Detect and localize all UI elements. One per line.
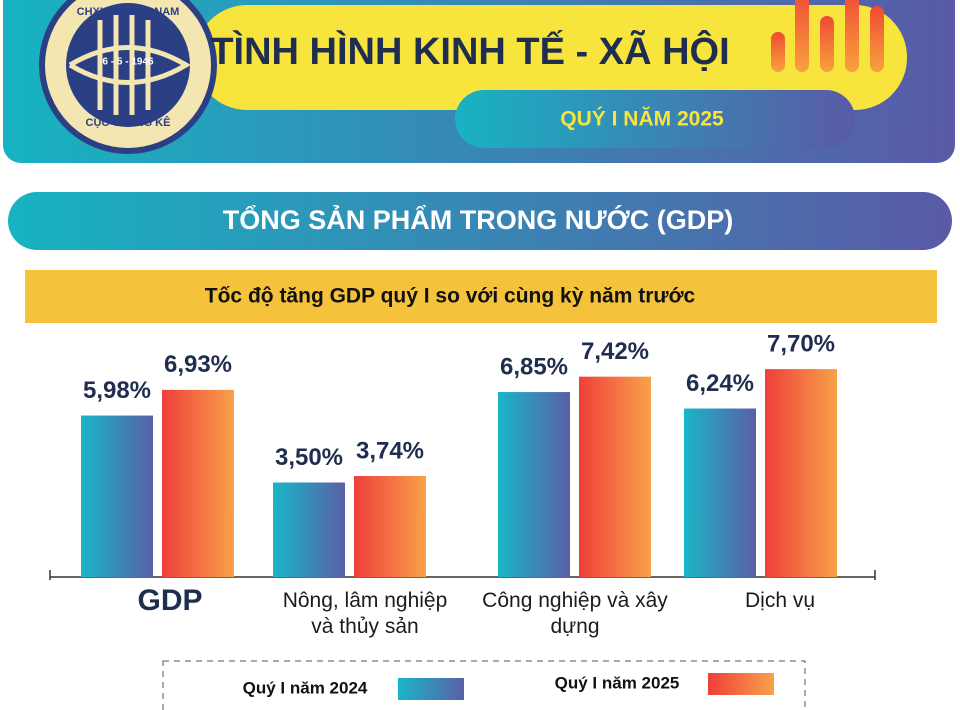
bar (765, 369, 837, 577)
chart-title: Tốc độ tăng GDP quý I so với cùng kỳ năm… (205, 285, 696, 308)
subtitle-pill (455, 90, 855, 148)
bar (162, 389, 234, 577)
category-label: Dịch vụ (744, 589, 816, 612)
bar (354, 476, 426, 577)
category-label: Công nghiệp và xây dựng (482, 589, 668, 638)
bar (273, 482, 345, 577)
title: TÌNH HÌNH KINH TẾ - XÃ HỘI (210, 28, 729, 73)
logo-bottom: CỤC THỐNG KÊ (86, 115, 171, 129)
section-bar (8, 192, 952, 250)
logo-date: 6 - 5 - 1946 (102, 57, 154, 68)
logo-top: CHXHCN VIỆT NAM (77, 5, 180, 18)
legend-label: Quý I năm 2024 (243, 678, 368, 697)
value-label: 6,93% (164, 351, 232, 378)
bar (684, 408, 756, 577)
value-label: 5,98% (83, 377, 151, 404)
value-label: 7,70% (767, 330, 835, 357)
legend-box (162, 660, 806, 710)
title-pill (195, 5, 907, 110)
value-label: 6,24% (686, 370, 754, 397)
legend-swatch (398, 678, 464, 700)
section-title: TỔNG SẢN PHẨM TRONG NƯỚC (GDP) (223, 203, 733, 235)
value-label: 6,85% (500, 353, 568, 380)
subtitle: QUÝ I NĂM 2025 (560, 107, 724, 131)
value-label: 3,50% (275, 444, 343, 471)
category-label: GDP (137, 584, 203, 617)
logo: CHXHCN VIỆT NAM 6 - 5 - 1946 CỤC THỐNG K… (39, 0, 217, 154)
value-label: 7,42% (581, 338, 649, 365)
legend-swatch (708, 673, 774, 695)
bar (81, 415, 153, 577)
chart-title-band (25, 270, 937, 323)
legend-label: Quý I năm 2025 (555, 673, 680, 692)
value-label: 3,74% (356, 437, 424, 464)
bar (498, 392, 570, 577)
decor-bars (771, 0, 884, 72)
category-label: Nông, lâm nghiệp và thủy sản (282, 589, 448, 638)
bar (579, 376, 651, 577)
